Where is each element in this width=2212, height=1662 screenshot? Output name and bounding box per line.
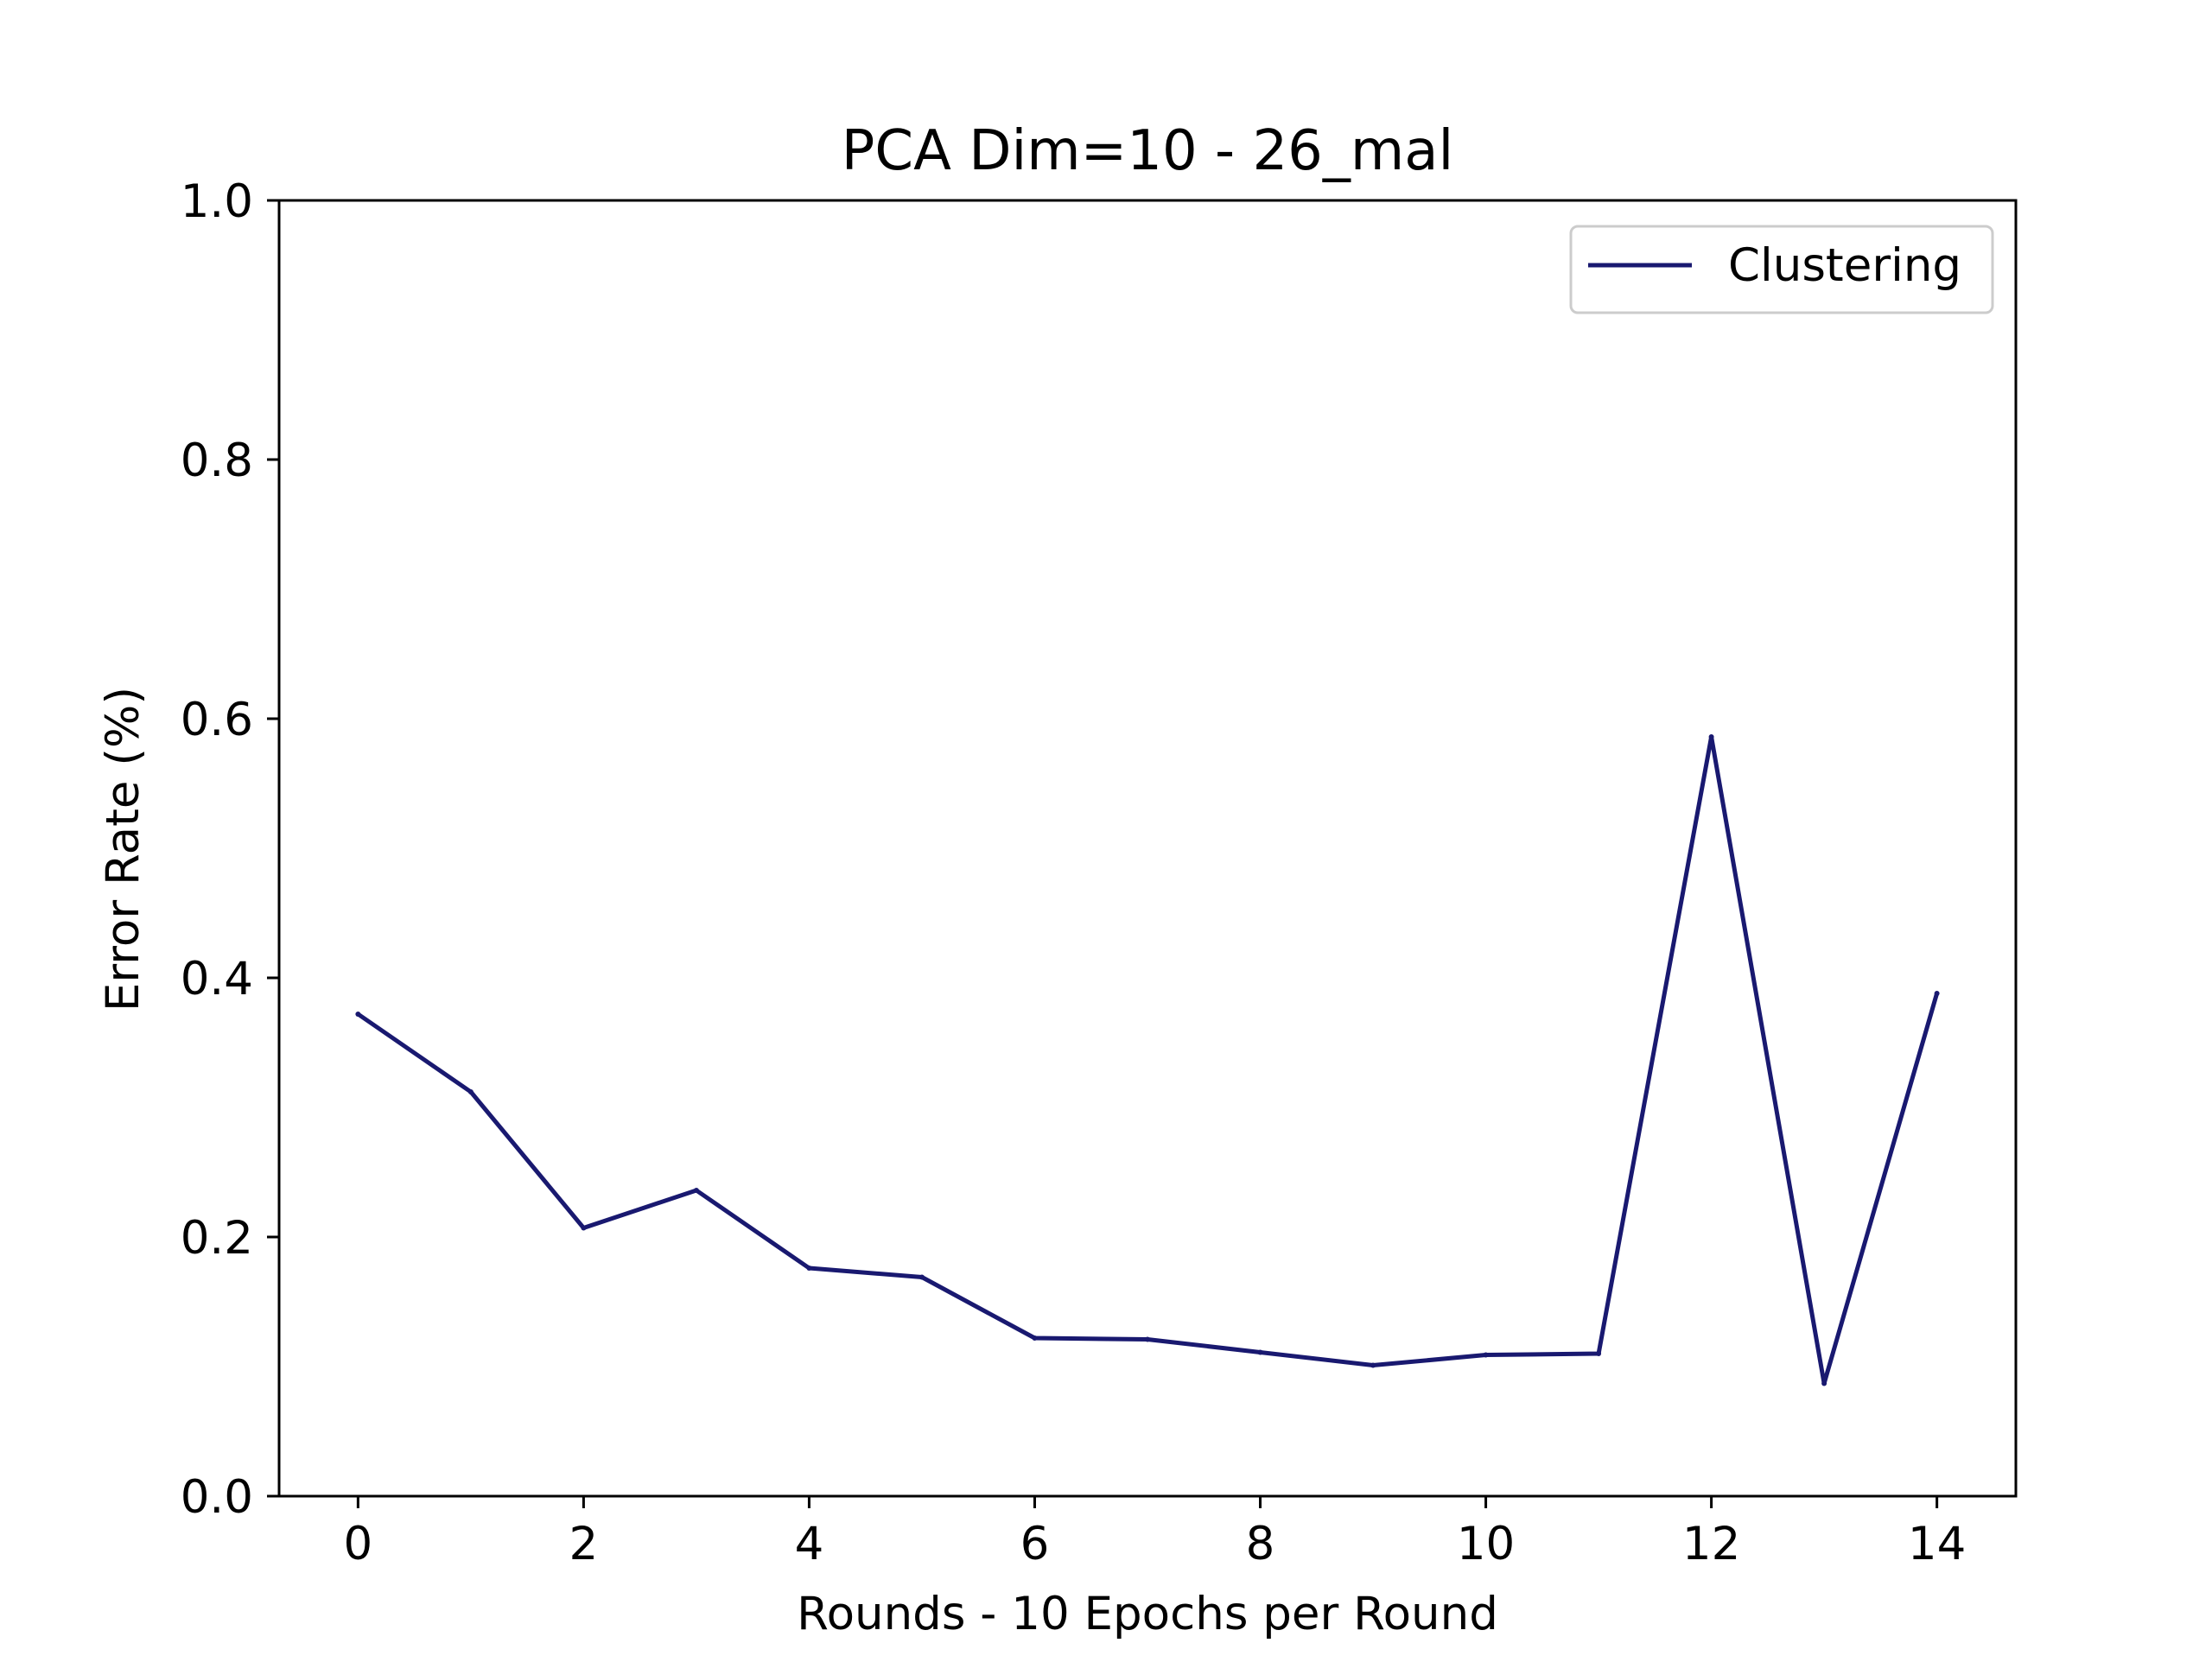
- legend: Clustering: [1569, 225, 1994, 314]
- x-tick-label: 8: [1246, 1518, 1275, 1570]
- data-point: [355, 1012, 361, 1017]
- chart-title: PCA Dim=10 - 26_mal: [842, 119, 1453, 183]
- data-point: [806, 1266, 812, 1271]
- plot-frame: [277, 199, 2018, 1498]
- legend-box: [1569, 225, 1994, 314]
- data-point: [1934, 991, 1940, 996]
- data-point: [1708, 734, 1714, 739]
- y-tick-label: 0.4: [181, 953, 253, 1005]
- y-tick-label: 0.6: [181, 694, 253, 746]
- x-tick-label: 4: [795, 1518, 824, 1570]
- data-point: [693, 1188, 699, 1193]
- data-point: [1145, 1336, 1150, 1342]
- y-tick-label: 0.8: [181, 435, 253, 487]
- x-tick-label: 0: [343, 1518, 372, 1570]
- x-axis-label: Rounds - 10 Epochs per Round: [797, 1588, 1498, 1640]
- x-tick-label: 6: [1020, 1518, 1050, 1570]
- x-tick-label: 14: [1908, 1518, 1966, 1570]
- data-point: [1032, 1335, 1038, 1341]
- data-point: [581, 1225, 587, 1231]
- data-point: [467, 1089, 474, 1094]
- data-point: [1596, 1351, 1602, 1356]
- y-axis-label: Error Rate (%): [97, 687, 149, 1012]
- y-tick-label: 1.0: [181, 175, 253, 228]
- data-point: [918, 1274, 925, 1280]
- legend-label-clustering: Clustering: [1728, 239, 1961, 292]
- y-tick-label: 0.0: [181, 1471, 253, 1524]
- y-tick-label: 0.2: [181, 1212, 253, 1265]
- x-tick-label: 2: [569, 1518, 599, 1570]
- data-point: [1821, 1380, 1827, 1386]
- data-point: [1483, 1352, 1489, 1358]
- x-tick-label: 12: [1682, 1518, 1740, 1570]
- data-point: [1257, 1349, 1263, 1355]
- plot-area: 0 2 4 6 8 10 12 14 0.0 0.2 0.4 0.6 0.8 1.0: [181, 175, 2018, 1570]
- x-tick-label: 10: [1457, 1518, 1515, 1570]
- data-point: [1370, 1362, 1376, 1368]
